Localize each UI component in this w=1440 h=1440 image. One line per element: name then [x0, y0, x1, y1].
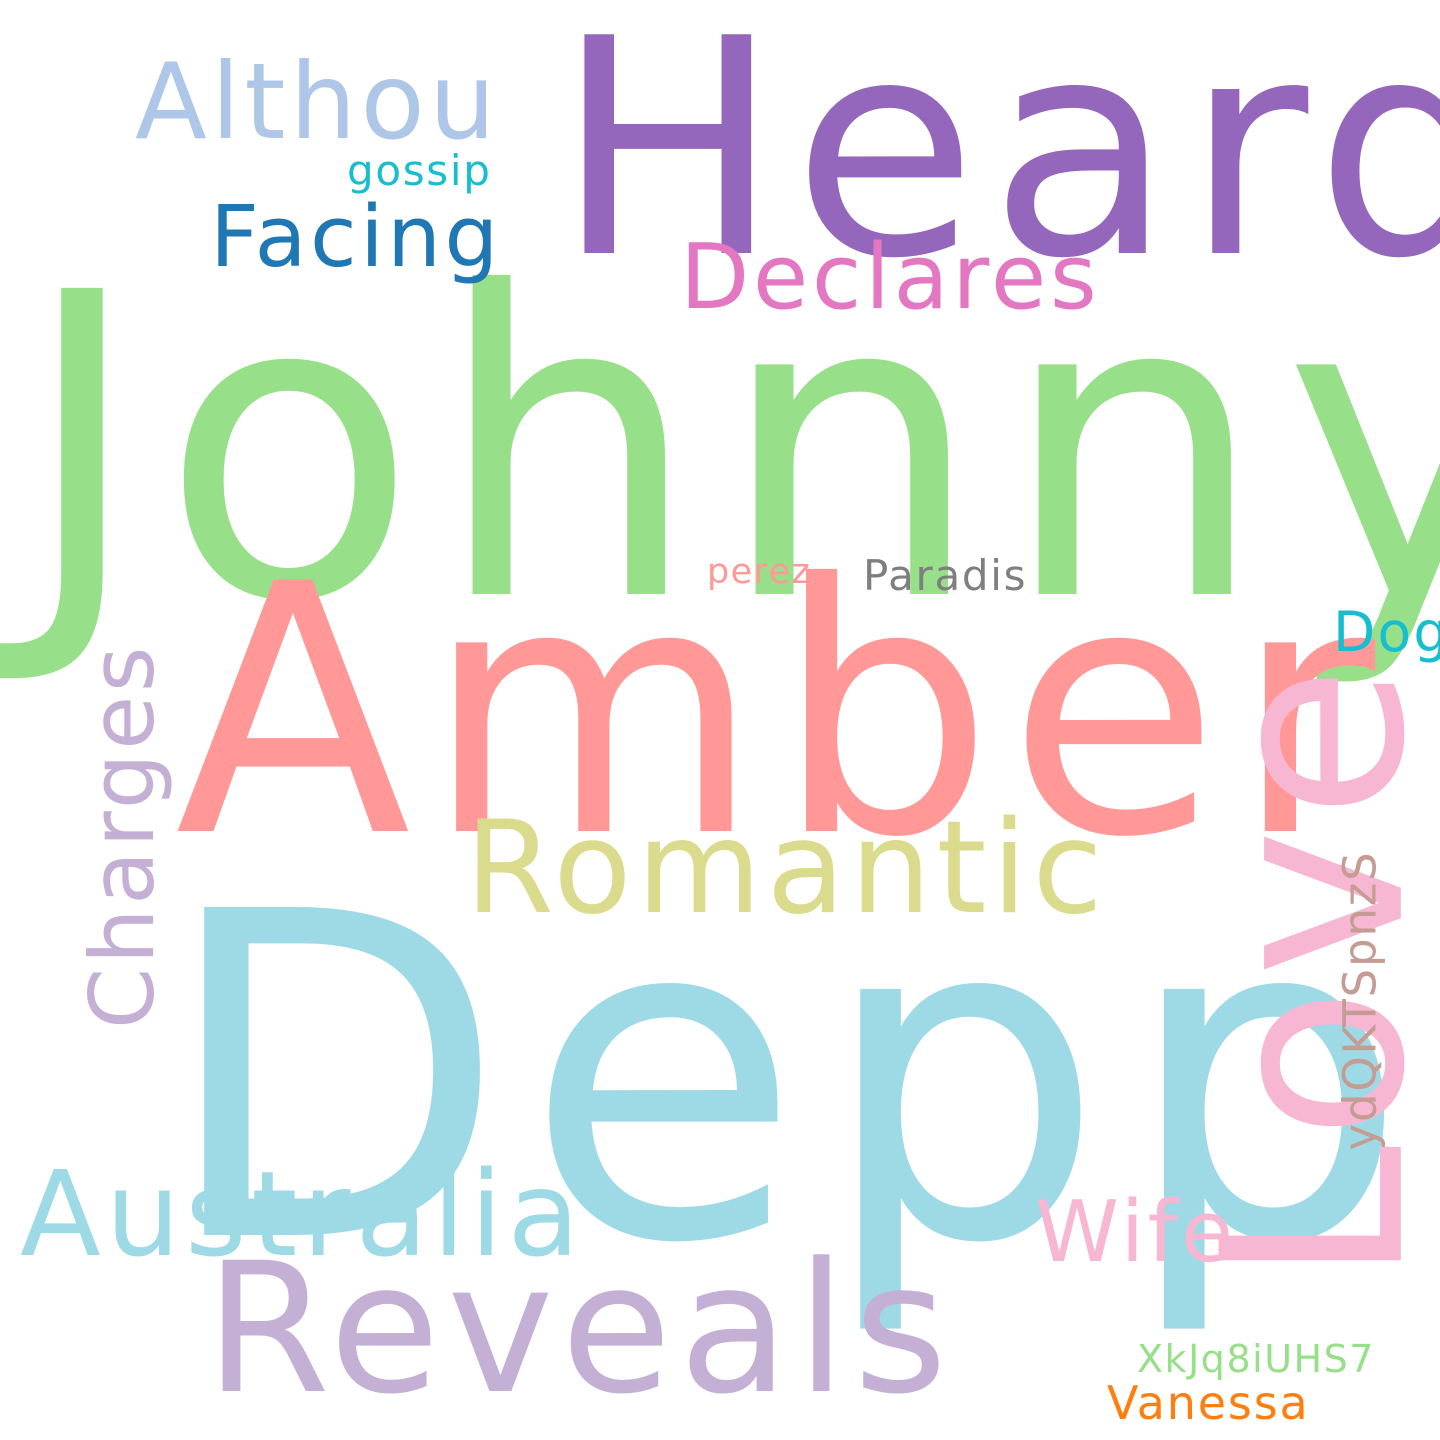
word-australia: Australia — [20, 1145, 585, 1283]
word-heard: Heard — [555, 0, 1440, 324]
word-romantic: Romantic — [465, 794, 1108, 943]
word-wife: Wife — [1035, 1183, 1237, 1282]
word-reveals: Reveals — [205, 1225, 955, 1434]
word-johnny: Johnny — [20, 205, 1440, 694]
word-dog: Dog — [1333, 600, 1440, 664]
word-declares: Declares — [680, 225, 1101, 330]
word-charges: Charges — [71, 642, 175, 1030]
word-perez: perez — [707, 552, 812, 592]
word-paradis: Paradis — [863, 551, 1028, 600]
word-althou: Althou — [135, 41, 500, 163]
word-xkjq8iuhs7: XkJq8iUHS7 — [1137, 1337, 1375, 1381]
word-amber: Amber — [175, 512, 1390, 913]
word-facing: Facing — [210, 188, 502, 287]
word-vanessa: Vanessa — [1107, 1376, 1310, 1430]
word-gossip: gossip — [347, 146, 492, 195]
word-ydqktspnzs: ydQKTSpnzS — [1333, 850, 1387, 1151]
word-depp: Depp — [160, 818, 1427, 1342]
